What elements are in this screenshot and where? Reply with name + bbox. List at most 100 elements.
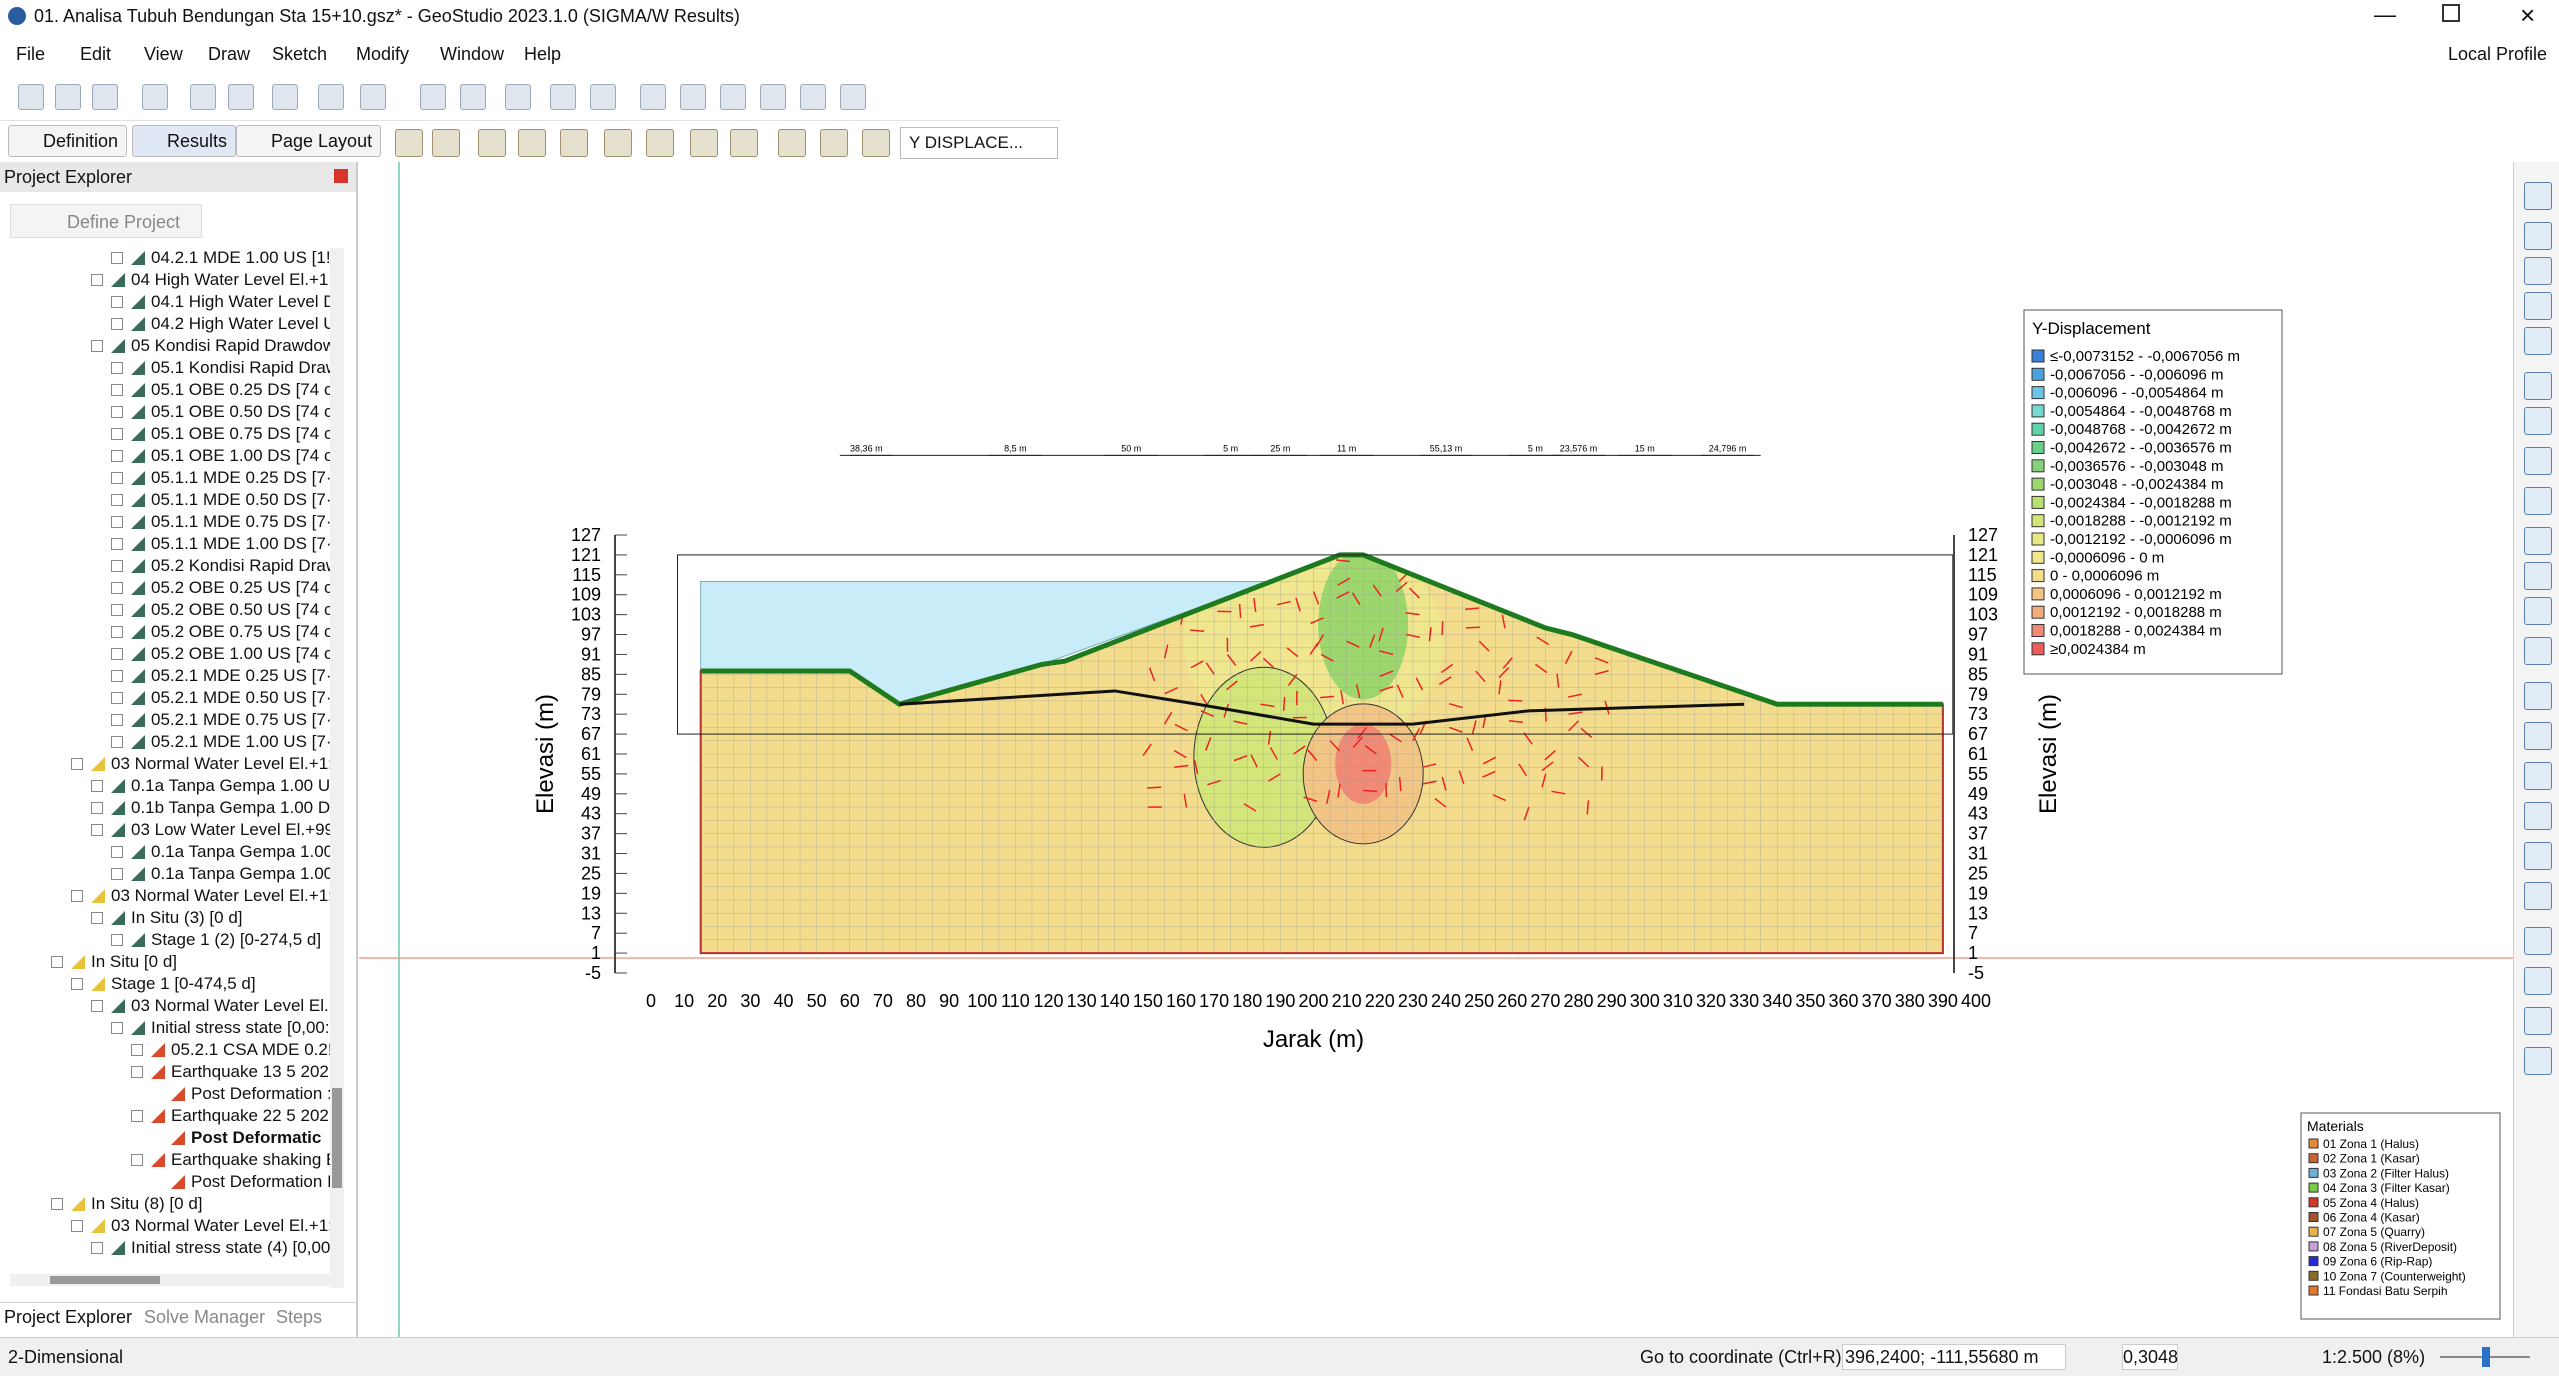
tree-item[interactable]: In Situ [0 d] (91, 952, 177, 972)
tool-icon[interactable] (2524, 222, 2552, 250)
explorer-tab[interactable]: Steps (276, 1307, 322, 1328)
expander[interactable] (111, 406, 123, 418)
tree-item[interactable]: 05.1 OBE 0.50 DS [74 c (151, 402, 330, 422)
expander[interactable] (111, 714, 123, 726)
tree-item[interactable]: 03 Normal Water Level El.+1: (111, 754, 330, 774)
toolbar-icon[interactable] (720, 84, 746, 110)
close-panel-button[interactable] (334, 169, 348, 183)
expander[interactable] (91, 1000, 103, 1012)
tree-item[interactable]: 0.1a Tanpa Gempa 1.00 (151, 864, 330, 884)
tree-item[interactable]: 0.1a Tanpa Gempa 1.00 (151, 842, 330, 862)
expander[interactable] (111, 868, 123, 880)
tree-item[interactable]: Initial stress state [0,00: (151, 1018, 330, 1038)
tree-item[interactable]: 05.1.1 MDE 0.50 DS [7· (151, 490, 330, 510)
tool-icon[interactable] (2524, 257, 2552, 285)
tree-item[interactable]: In Situ (8) [0 d] (91, 1194, 203, 1214)
toolbar-icon[interactable] (820, 129, 848, 157)
tree-item[interactable]: Initial stress state (4) [0,00 (131, 1238, 330, 1258)
tree-item[interactable]: Stage 1 [0-474,5 d] (111, 974, 256, 994)
expander[interactable] (111, 362, 123, 374)
tree-item[interactable]: 05.2.1 CSA MDE 0.2! (171, 1040, 330, 1060)
tree-item[interactable]: 03 Normal Water Level El.+1: (111, 1216, 330, 1236)
expander[interactable] (91, 912, 103, 924)
expander[interactable] (111, 1022, 123, 1034)
define-project-button[interactable]: Define Project (10, 204, 202, 238)
tool-icon[interactable] (2524, 1007, 2552, 1035)
toolbar-icon[interactable] (518, 129, 546, 157)
tree-item[interactable]: 05.1.1 MDE 1.00 DS [7· (151, 534, 330, 554)
zoom-thumb[interactable] (2482, 1347, 2490, 1367)
scroll-thumb[interactable] (332, 1088, 342, 1188)
tool-icon[interactable] (2524, 372, 2552, 400)
tree-item[interactable]: 05.2 OBE 0.75 US [74 c (151, 622, 330, 642)
toolbar-icon[interactable] (840, 84, 866, 110)
tool-icon[interactable] (2524, 1047, 2552, 1075)
expander[interactable] (131, 1154, 143, 1166)
expander[interactable] (91, 802, 103, 814)
toolbar-icon[interactable] (760, 84, 786, 110)
expander[interactable] (111, 692, 123, 704)
menu-item[interactable]: Sketch (272, 44, 327, 65)
expander[interactable] (111, 494, 123, 506)
results-button[interactable]: Results (132, 125, 236, 157)
tree-item[interactable]: 0.1a Tanpa Gempa 1.00 U: (131, 776, 330, 796)
tree-item[interactable]: Earthquake shaking E (171, 1150, 330, 1170)
tree-item[interactable]: 05.1.1 MDE 0.75 DS [7· (151, 512, 330, 532)
tool-icon[interactable] (2524, 882, 2552, 910)
tree-item[interactable]: 05.2 OBE 0.50 US [74 c (151, 600, 330, 620)
tree-item[interactable]: 04.1 High Water Level D (151, 292, 330, 312)
toolbar-icon[interactable] (360, 84, 386, 110)
tool-icon[interactable] (2524, 722, 2552, 750)
expander[interactable] (111, 538, 123, 550)
toolbar-icon[interactable] (690, 129, 718, 157)
expander[interactable] (71, 978, 83, 990)
close-button[interactable]: × (2520, 0, 2535, 31)
tree-item[interactable]: In Situ (3) [0 d] (131, 908, 243, 928)
tree-item[interactable]: 04 High Water Level El.+1: (131, 270, 330, 290)
snap-field[interactable]: 0,3048 (2122, 1344, 2178, 1370)
toolbar-icon[interactable] (778, 129, 806, 157)
tree-scrollbar[interactable] (330, 248, 344, 1288)
tree-item[interactable]: 05.1 OBE 1.00 DS [74 c (151, 446, 330, 466)
tree-item[interactable]: 05.2 Kondisi Rapid Draw (151, 556, 330, 576)
toolbar-icon[interactable] (478, 129, 506, 157)
expander[interactable] (71, 1220, 83, 1232)
tree-item[interactable]: Post Deformation I (191, 1172, 330, 1192)
expander[interactable] (91, 824, 103, 836)
expander[interactable] (111, 384, 123, 396)
tool-icon[interactable] (2524, 527, 2552, 555)
tool-icon[interactable] (2524, 447, 2552, 475)
zoom-slider[interactable] (2440, 1356, 2530, 1358)
expander[interactable] (91, 340, 103, 352)
tree-item[interactable]: 05.2 OBE 0.25 US [74 c (151, 578, 330, 598)
tree-item[interactable]: Post Deformation : (191, 1084, 330, 1104)
tree-item[interactable]: 05.1 Kondisi Rapid Draw (151, 358, 330, 378)
toolbar-icon[interactable] (730, 129, 758, 157)
expander[interactable] (111, 428, 123, 440)
tree-item[interactable]: 05.2 OBE 1.00 US [74 c (151, 644, 330, 664)
expander[interactable] (91, 274, 103, 286)
expander[interactable] (71, 758, 83, 770)
tool-icon[interactable] (2524, 407, 2552, 435)
toolbar-icon[interactable] (18, 84, 44, 110)
tool-icon[interactable] (2524, 927, 2552, 955)
tree-item[interactable]: 05.1 OBE 0.75 DS [74 c (151, 424, 330, 444)
tree-item[interactable]: Earthquake 13 5 202· (171, 1062, 330, 1082)
toolbar-icon[interactable] (640, 84, 666, 110)
expander[interactable] (91, 780, 103, 792)
toolbar-icon[interactable] (272, 84, 298, 110)
expander[interactable] (111, 736, 123, 748)
minimize-button[interactable]: — (2374, 2, 2396, 28)
toolbar-icon[interactable] (680, 84, 706, 110)
tool-icon[interactable] (2524, 562, 2552, 590)
tree-item[interactable]: 04.2.1 MDE 1.00 US [1! (151, 248, 330, 268)
menu-item[interactable]: View (144, 44, 183, 65)
toolbar-icon[interactable] (505, 84, 531, 110)
toolbar-icon[interactable] (142, 84, 168, 110)
explorer-tab[interactable]: Project Explorer (4, 1307, 132, 1328)
expander[interactable] (111, 648, 123, 660)
tool-icon[interactable] (2524, 637, 2552, 665)
toolbar-icon[interactable] (55, 84, 81, 110)
maximize-button[interactable] (2442, 4, 2460, 22)
menu-item[interactable]: Draw (208, 44, 250, 65)
